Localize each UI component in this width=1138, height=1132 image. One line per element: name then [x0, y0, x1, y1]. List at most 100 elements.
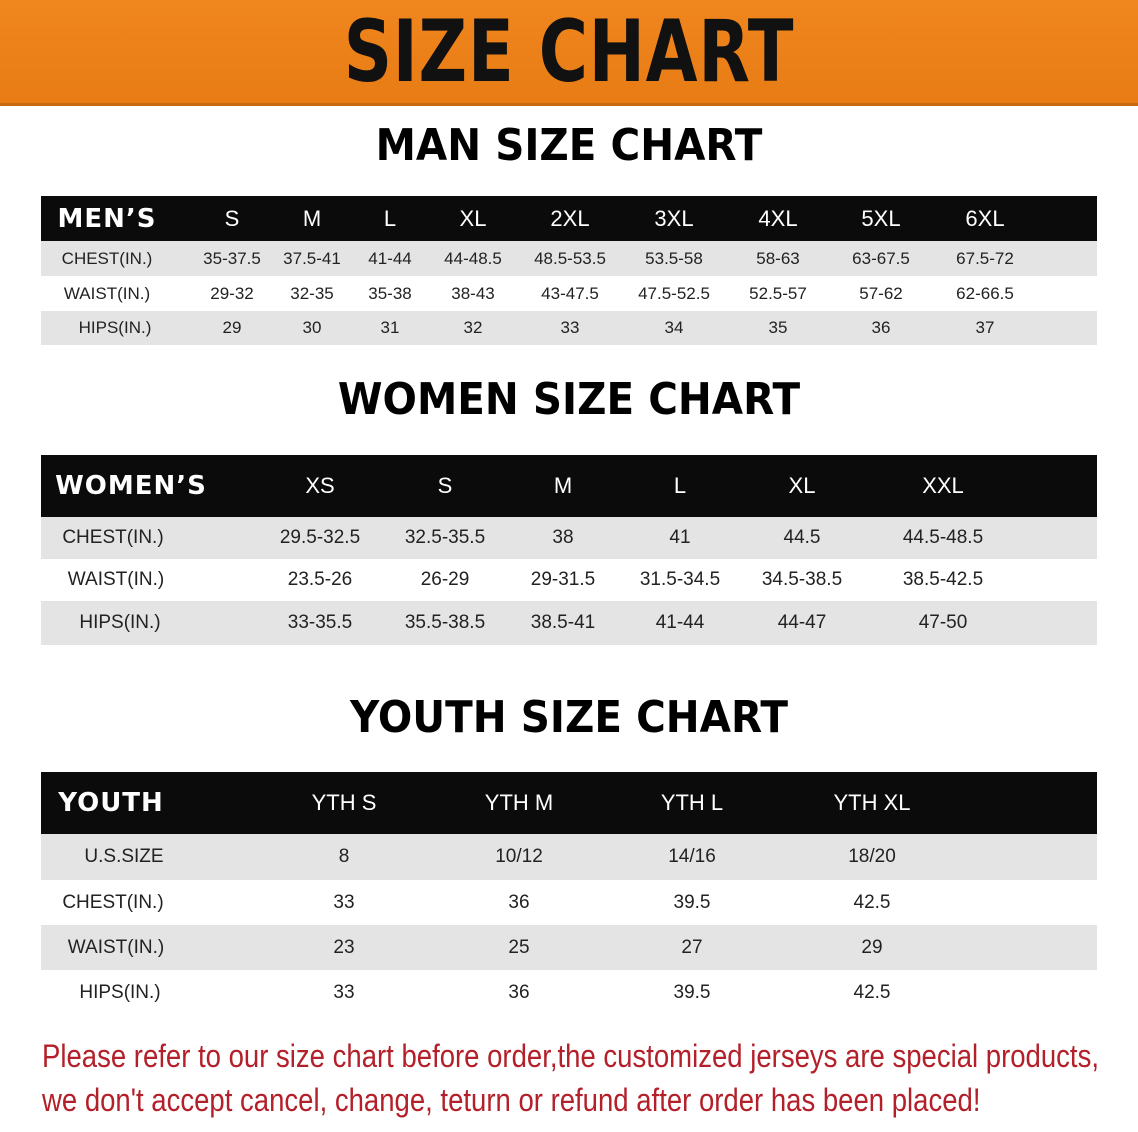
youth-header-row: YOUTH YTH S YTH M YTH L YTH XL [41, 772, 1097, 834]
table-cell: 31 [380, 318, 400, 337]
table-cell: 37 [975, 318, 995, 337]
table-cell: 33 [560, 318, 580, 337]
table-cell: 36 [508, 891, 530, 913]
measurement-label: U.S.SIZE [84, 846, 164, 867]
women-header-row: WOMEN’S XS S M L XL XXL [41, 455, 1097, 517]
measurement-label: WAIST(IN.) [63, 283, 151, 303]
size-column-header: 2XL [550, 205, 590, 231]
table-cell: 29 [861, 936, 883, 958]
table-cell: 10/12 [495, 846, 543, 867]
size-column-header: XL [788, 473, 816, 498]
table-cell: 39.5 [673, 891, 711, 913]
table-header-label: YOUTH [58, 788, 164, 818]
title-banner: SIZE CHART [0, 0, 1138, 106]
table-row: WAIST(IN.) 23 25 27 29 [41, 925, 1097, 970]
table-cell: 35.5-38.5 [404, 612, 486, 633]
size-column-header: YTH M [484, 790, 554, 815]
size-column-header: YTH S [311, 790, 377, 815]
table-row: WAIST(IN.) 29-32 32-35 35-38 38-43 43-47.5 47.… [41, 276, 1097, 311]
table-cell: 33 [333, 982, 355, 1003]
size-column-header: 6XL [965, 205, 1005, 231]
table-cell: 29-31.5 [530, 569, 596, 590]
measurement-label: WAIST(IN.) [67, 936, 165, 958]
table-cell: 62-66.5 [956, 283, 1014, 303]
table-cell: 38-43 [451, 283, 495, 303]
table-row: HIPS(IN.) 29 30 31 32 33 34 35 36 37 [41, 311, 1097, 345]
table-cell: 34 [664, 318, 684, 337]
size-column-header: M [553, 473, 573, 498]
men-header-row: MEN’S S M L XL 2XL 3XL 4XL 5XL 6XL [41, 196, 1097, 241]
table-cell: 29.5-32.5 [279, 527, 361, 548]
table-cell: 57-62 [859, 283, 903, 303]
table-cell: 42.5 [853, 982, 891, 1003]
table-cell: 34.5-38.5 [761, 569, 843, 590]
table-header-label: WOMEN’S [55, 471, 207, 501]
table-cell: 18/20 [848, 846, 896, 867]
table-cell: 67.5-72 [956, 248, 1014, 268]
size-column-header: S [224, 205, 240, 231]
table-cell: 33-35.5 [287, 612, 353, 633]
table-cell: 35-38 [368, 283, 412, 303]
table-cell: 25 [508, 936, 530, 958]
table-header-label: MEN’S [57, 203, 157, 234]
table-cell: 41-44 [368, 248, 412, 268]
table-cell: 47-50 [918, 612, 968, 633]
table-cell: 35 [768, 318, 788, 337]
table-cell: 47.5-52.5 [638, 283, 710, 303]
table-row: CHEST(IN.) 29.5-32.5 32.5-35.5 38 41 44.5 44.5… [41, 517, 1097, 559]
table-row: CHEST(IN.) 33 36 39.5 42.5 [41, 880, 1097, 925]
table-row: HIPS(IN.) 33-35.5 35.5-38.5 38.5-41 41-44 44-… [41, 601, 1097, 645]
table-cell: 63-67.5 [852, 248, 910, 268]
table-cell: 42.5 [853, 891, 891, 913]
table-cell: 52.5-57 [749, 283, 807, 303]
table-cell: 44-48.5 [444, 248, 502, 268]
table-cell: 32 [463, 318, 483, 337]
page-title: SIZE CHART [343, 2, 795, 102]
measurement-label: CHEST(IN.) [61, 248, 153, 268]
size-column-header: L [673, 473, 687, 498]
table-cell: 23.5-26 [287, 569, 353, 590]
table-cell: 38.5-42.5 [902, 569, 984, 590]
table-cell: 31.5-34.5 [639, 569, 721, 590]
size-column-header: 3XL [654, 205, 694, 231]
measurement-label: CHEST(IN.) [62, 891, 164, 913]
table-cell: 48.5-53.5 [534, 248, 606, 268]
size-column-header: 5XL [861, 205, 901, 231]
size-column-header: XL [459, 205, 487, 231]
table-cell: 38.5-41 [530, 612, 596, 633]
table-cell: 37.5-41 [283, 248, 341, 268]
table-cell: 41-44 [655, 612, 705, 633]
size-column-header: XXL [922, 473, 964, 498]
table-cell: 39.5 [673, 982, 711, 1003]
size-column-header: YTH XL [833, 790, 911, 815]
table-cell: 58-63 [756, 248, 800, 268]
table-cell: 43-47.5 [541, 283, 599, 303]
size-column-header: XS [305, 473, 335, 498]
table-cell: 36 [871, 318, 891, 337]
table-cell: 32.5-35.5 [404, 527, 486, 548]
footer-notice-line-2: we don't accept cancel, change, teturn o… [42, 1082, 981, 1118]
table-cell: 29 [222, 318, 242, 337]
measurement-label: WAIST(IN.) [67, 569, 165, 590]
measurement-label: HIPS(IN.) [79, 612, 161, 633]
table-cell: 36 [508, 982, 530, 1003]
table-row: WAIST(IN.) 23.5-26 26-29 29-31.5 31.5-34.5 34… [41, 559, 1097, 601]
youth-section-title: YOUTH SIZE CHART [350, 692, 788, 743]
table-cell: 30 [302, 318, 322, 337]
size-column-header: YTH L [660, 790, 724, 815]
table-cell: 33 [333, 891, 355, 913]
table-cell: 14/16 [668, 846, 716, 867]
table-cell: 23 [333, 936, 355, 958]
measurement-label: HIPS(IN.) [78, 318, 152, 337]
table-cell: 26-29 [420, 569, 470, 590]
table-row: HIPS(IN.) 33 36 39.5 42.5 [41, 970, 1097, 1016]
women-section-title: WOMEN SIZE CHART [337, 374, 801, 425]
table-cell: 32-35 [290, 283, 334, 303]
table-cell: 29-32 [210, 283, 254, 303]
table-cell: 8 [338, 846, 350, 867]
measurement-label: CHEST(IN.) [62, 527, 164, 548]
table-cell: 41 [669, 527, 691, 548]
table-cell: 35-37.5 [203, 248, 261, 268]
footer-notice-line-1: Please refer to our size chart before or… [42, 1038, 1099, 1074]
